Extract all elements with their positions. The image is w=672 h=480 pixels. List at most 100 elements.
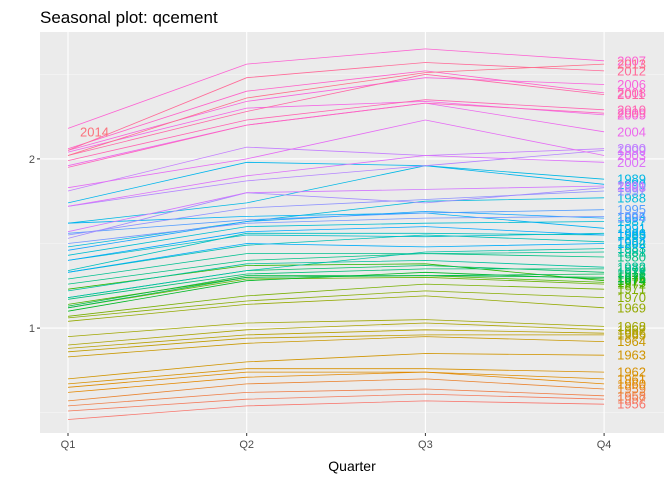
year-label-2004: 2004 [617, 124, 646, 139]
series-line-2010 [67, 99, 605, 161]
year-label-1977: 1977 [617, 267, 646, 282]
year-label-2013: 2013 [617, 57, 646, 72]
x-tick-label: Q1 [61, 439, 76, 451]
series-line-1998 [67, 187, 605, 239]
year-label-1965: 1965 [617, 327, 646, 342]
series-line-1958 [67, 388, 605, 407]
year-label-1983: 1983 [617, 241, 646, 256]
series-line-1969 [67, 295, 605, 322]
series-line-2000 [67, 146, 605, 192]
year-label-1969: 1969 [617, 300, 646, 315]
year-label-1995: 1995 [617, 202, 646, 217]
year-label-1958: 1958 [617, 388, 646, 403]
year-label-1968: 1968 [617, 319, 646, 334]
series-line-1986 [67, 232, 605, 261]
series-line-1996 [67, 216, 605, 244]
year-label-1972: 1972 [617, 277, 646, 292]
year-label-1992: 1992 [617, 236, 646, 251]
series-line-1985 [67, 232, 605, 271]
series-line-1963 [67, 353, 605, 380]
year-label-2000: 2000 [617, 141, 646, 156]
year-label-1981: 1981 [617, 245, 646, 260]
x-axis: Q1 Q2 Q3 Q4 [61, 433, 612, 451]
year-label-1961: 1961 [617, 371, 646, 386]
series-line-1987 [67, 221, 605, 256]
x-axis-title: Quarter [328, 458, 376, 474]
year-label-1988: 1988 [617, 190, 646, 205]
series-line-1962 [67, 368, 605, 385]
series-line-1961 [67, 371, 605, 388]
series-line-1988 [67, 197, 605, 248]
series-line-1960 [67, 371, 605, 393]
year-label-1962: 1962 [617, 365, 646, 380]
x-tick-label: Q4 [597, 439, 612, 451]
year-label-1975: 1975 [617, 272, 646, 287]
year-label-1964: 1964 [617, 334, 646, 349]
series-line-1979 [67, 268, 605, 300]
series-line-2008 [67, 70, 605, 150]
year-label-1999: 1999 [617, 143, 646, 158]
series-line-2013 [67, 63, 605, 156]
series-line-1992 [67, 243, 605, 273]
series-line-1995 [67, 209, 605, 234]
series-line-1980 [67, 253, 605, 285]
year-label-1966: 1966 [617, 326, 646, 341]
year-label-2010: 2010 [617, 102, 646, 117]
year-label-1960: 1960 [617, 376, 646, 391]
series-line-1959 [67, 378, 605, 402]
year-label-2014: 2014 [80, 125, 109, 140]
year-label-1971: 1971 [617, 282, 646, 297]
series-line-2007 [67, 48, 605, 129]
year-label-1974: 1974 [617, 273, 646, 288]
series-line-1970 [67, 290, 605, 319]
series-line-1981 [67, 251, 605, 280]
year-label-1980: 1980 [617, 250, 646, 265]
series-lines [67, 48, 605, 420]
y-axis: 12 [29, 154, 40, 335]
series-line-1993 [67, 226, 605, 261]
series-line-1967 [67, 322, 605, 346]
year-label-1994: 1994 [617, 211, 646, 226]
year-label-1997: 1997 [617, 184, 646, 199]
series-line-1966 [67, 329, 605, 349]
year-label-2009: 2009 [617, 106, 646, 121]
year-label-2005: 2005 [617, 107, 646, 122]
series-line-1972 [67, 276, 605, 309]
year-label-1970: 1970 [617, 290, 646, 305]
year-label-2012: 2012 [617, 63, 646, 78]
year-label-1985: 1985 [617, 228, 646, 243]
year-label-2002: 2002 [617, 155, 646, 170]
series-line-1968 [67, 319, 605, 337]
year-label-2001: 2001 [617, 179, 646, 194]
year-label-1996: 1996 [617, 209, 646, 224]
year-label-1963: 1963 [617, 348, 646, 363]
series-line-1984 [67, 234, 605, 273]
chart-title: Seasonal plot: qcement [40, 8, 218, 27]
x-tick-label: Q3 [418, 439, 433, 451]
year-label-1984: 1984 [617, 234, 646, 249]
series-line-1964 [67, 336, 605, 358]
series-line-1976 [67, 275, 605, 307]
x-tick-label: Q2 [239, 439, 254, 451]
year-label-1979: 1979 [617, 261, 646, 276]
year-label-2007: 2007 [617, 53, 646, 68]
series-line-1956 [67, 400, 605, 420]
year-label-1991: 1991 [617, 221, 646, 236]
series-line-2002 [67, 155, 605, 207]
year-label-1990: 1990 [617, 177, 646, 192]
year-label-1982: 1982 [617, 260, 646, 275]
year-label-1978: 1978 [617, 265, 646, 280]
series-line-1983 [67, 248, 605, 298]
year-label-1973: 1973 [617, 275, 646, 290]
series-line-1977 [67, 273, 605, 309]
plot-panel [40, 32, 664, 433]
year-label-1959: 1959 [617, 382, 646, 397]
series-line-1971 [67, 283, 605, 317]
year-label-1956: 1956 [617, 397, 646, 412]
year-label-2011: 2011 [617, 87, 645, 102]
year-label-1986: 1986 [617, 226, 646, 241]
year-label-1976: 1976 [617, 270, 646, 285]
series-line-2001 [67, 185, 605, 233]
